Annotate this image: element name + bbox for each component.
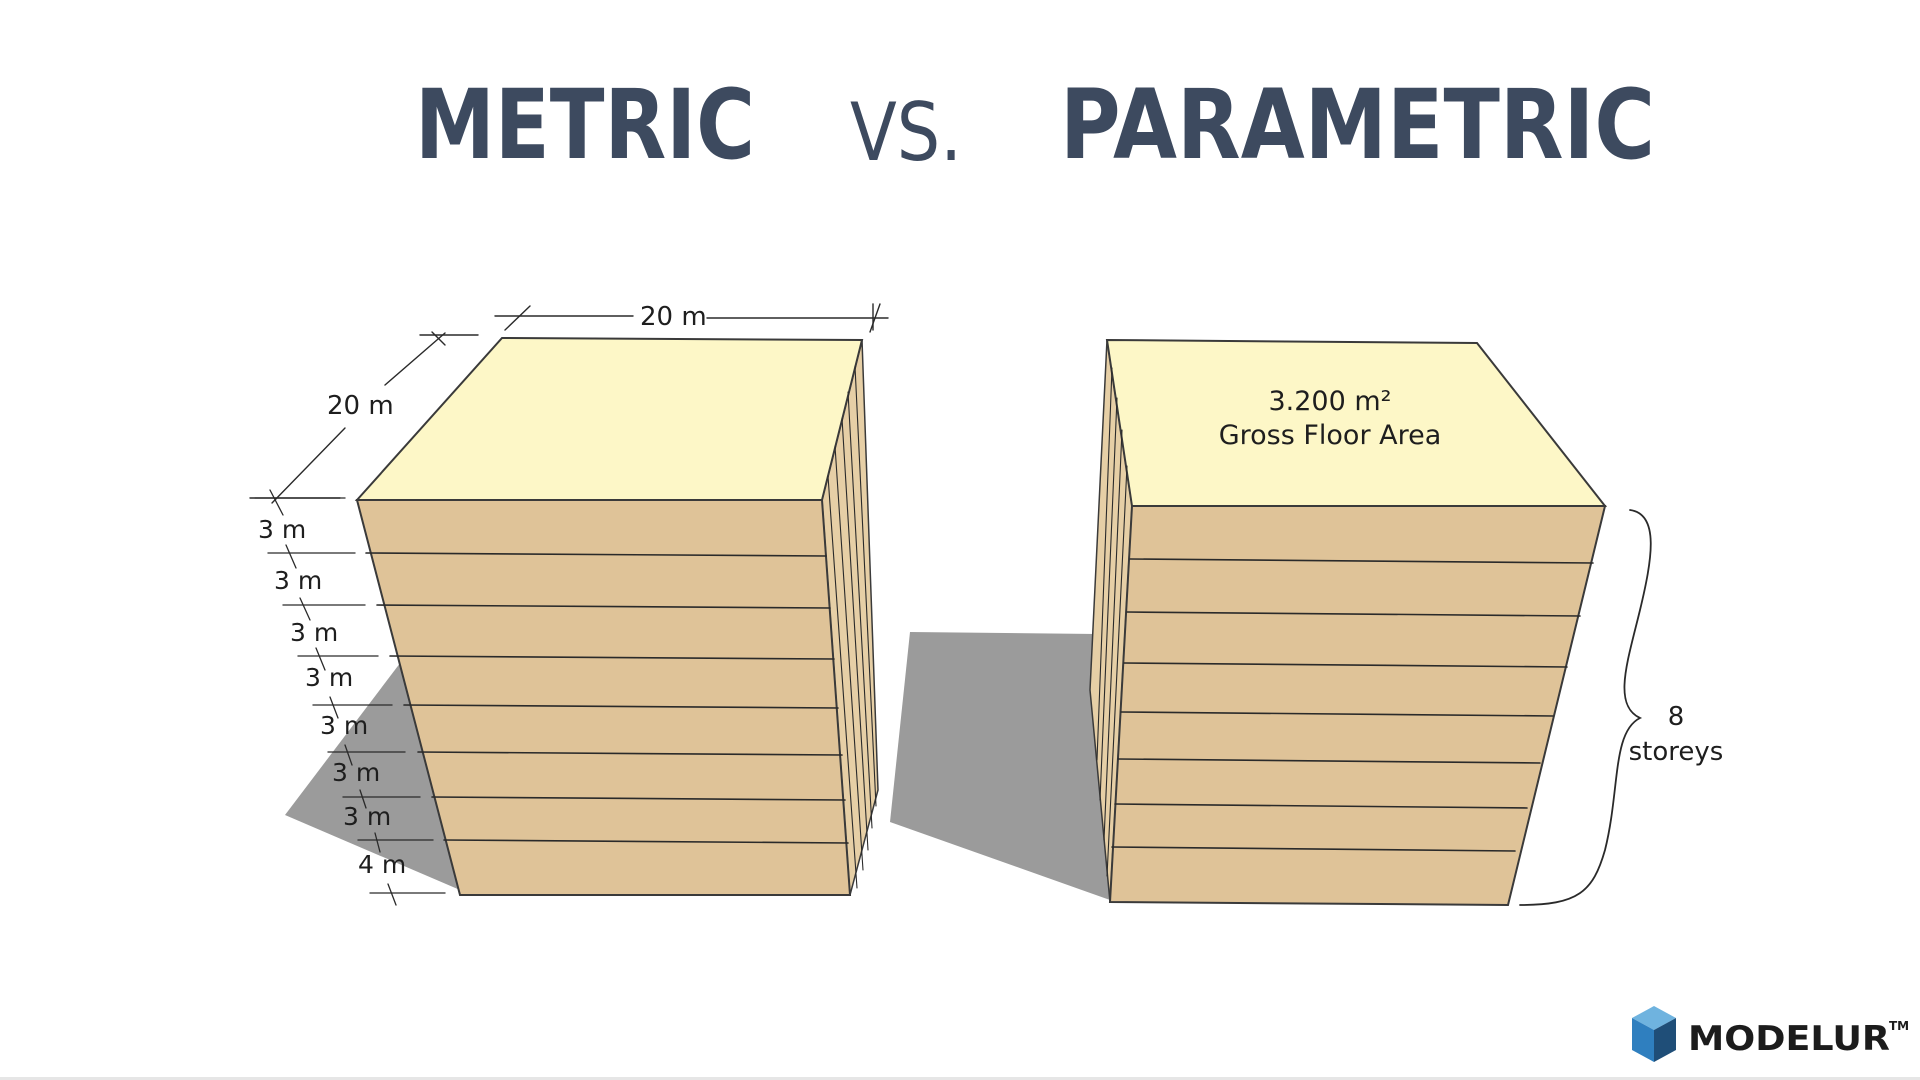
parametric-side-lines (1096, 367, 1128, 877)
floor-label-5: 3 m (320, 711, 368, 740)
floor-label-3: 3 m (290, 618, 338, 647)
metric-depth-label: 20 m (327, 391, 394, 421)
floor-label-8: 4 m (358, 850, 406, 879)
parametric-front-face (1108, 505, 1607, 907)
storeys-count: 8 (1668, 702, 1685, 732)
metric-building: 20 m 20 m (249, 302, 889, 906)
storeys-label: storeys (1629, 737, 1724, 767)
title-metric: METRIC (415, 69, 755, 181)
modelur-logo-text: MODELUR (1688, 1019, 1890, 1059)
parametric-building: 3.200 m² Gross Floor Area 8 storeys (890, 338, 1724, 907)
floor-label-1: 3 m (258, 515, 306, 544)
title-vs: VS. (850, 86, 962, 179)
metric-width-label: 20 m (640, 302, 707, 332)
metric-side-lines (827, 365, 877, 889)
parametric-area-value: 3.200 m² (1268, 386, 1391, 417)
parametric-floor-lines (1111, 558, 1594, 852)
modelur-cube-icon (1632, 1006, 1676, 1062)
metric-width-dimension (494, 303, 889, 333)
metric-roof (354, 336, 864, 501)
title-group: METRIC VS. PARAMETRIC (415, 69, 1655, 181)
floor-label-6: 3 m (332, 758, 380, 787)
metric-floor-lines (365, 552, 849, 844)
floor-label-2: 3 m (274, 566, 322, 595)
parametric-area-label: Gross Floor Area (1219, 420, 1442, 451)
metric-floor-labels: 3 m 3 m 3 m 3 m 3 m 3 m 3 m 4 m (258, 515, 406, 879)
floor-label-4: 3 m (305, 663, 353, 692)
storeys-brace (1519, 509, 1652, 906)
title-parametric: PARAMETRIC (1060, 69, 1655, 181)
modelur-logo: MODELUR TM (1632, 1006, 1909, 1062)
modelur-logo-tm: TM (1889, 1019, 1909, 1033)
floor-label-7: 3 m (343, 802, 391, 831)
bottom-divider (0, 1077, 1920, 1080)
parametric-roof (1105, 338, 1608, 507)
parametric-shadow (890, 632, 1110, 900)
metric-height-ticks (254, 489, 446, 906)
